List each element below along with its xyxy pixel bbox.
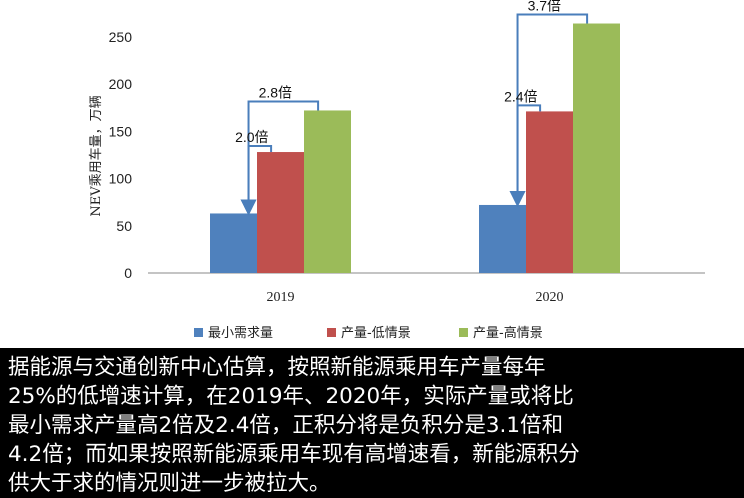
y-tick-label: 0 bbox=[124, 265, 132, 281]
legend-swatch bbox=[459, 328, 468, 337]
caption-text: 据能源与交通创新中心估算，按照新能源乘用车产量每年 25%的低增速计算，在201… bbox=[8, 355, 580, 496]
y-tick-label: 50 bbox=[116, 218, 132, 234]
annotation-label: 3.7倍 bbox=[528, 0, 561, 14]
bar-2020-0 bbox=[479, 204, 526, 273]
legend-label: 产量-高情景 bbox=[473, 325, 543, 341]
y-tick-label: 250 bbox=[109, 29, 133, 45]
y-tick-label: 150 bbox=[109, 123, 133, 139]
bar-2020-2 bbox=[573, 23, 620, 273]
y-axis-label: NEV乘用车量，万辆 bbox=[88, 95, 104, 216]
y-tick-label: 200 bbox=[109, 76, 133, 92]
annotation-label: 2.8倍 bbox=[259, 84, 292, 100]
legend: 最小需求量 产量-低情景 产量-高情景 bbox=[194, 325, 543, 341]
x-tick-label: 2019 bbox=[267, 290, 295, 305]
bar-2019-2 bbox=[304, 110, 351, 274]
x-axis: 2019 2020 bbox=[267, 290, 564, 305]
y-tick-label: 100 bbox=[109, 171, 133, 187]
chart-area: 0 50 100 150 200 250 2.8倍 2.0倍 3.7倍 2.4倍 2019 202… bbox=[88, 0, 705, 341]
bar-2019-0 bbox=[210, 213, 257, 273]
annotations: 2.8倍 2.0倍 3.7倍 2.4倍 bbox=[235, 0, 589, 216]
annotation-label: 2.0倍 bbox=[235, 129, 268, 145]
annotation-arrow bbox=[240, 145, 273, 216]
bar-chart: 0 50 100 150 200 250 2.8倍 2.0倍 3.7倍 2.4倍 2019 202… bbox=[88, 0, 705, 341]
bar-2020-1 bbox=[526, 111, 573, 273]
caption-box: 据能源与交通创新中心估算，按照新能源乘用车产量每年 25%的低增速计算，在201… bbox=[0, 348, 744, 498]
legend-label: 最小需求量 bbox=[208, 326, 273, 341]
legend-label: 产量-低情景 bbox=[341, 326, 411, 341]
legend-swatch bbox=[194, 328, 203, 337]
legend-swatch bbox=[327, 328, 336, 337]
annotation-label: 2.4倍 bbox=[504, 88, 537, 104]
bar-2019-1 bbox=[257, 152, 304, 273]
annotation-arrow bbox=[509, 104, 542, 207]
bars bbox=[210, 23, 620, 274]
x-tick-label: 2020 bbox=[536, 290, 564, 305]
